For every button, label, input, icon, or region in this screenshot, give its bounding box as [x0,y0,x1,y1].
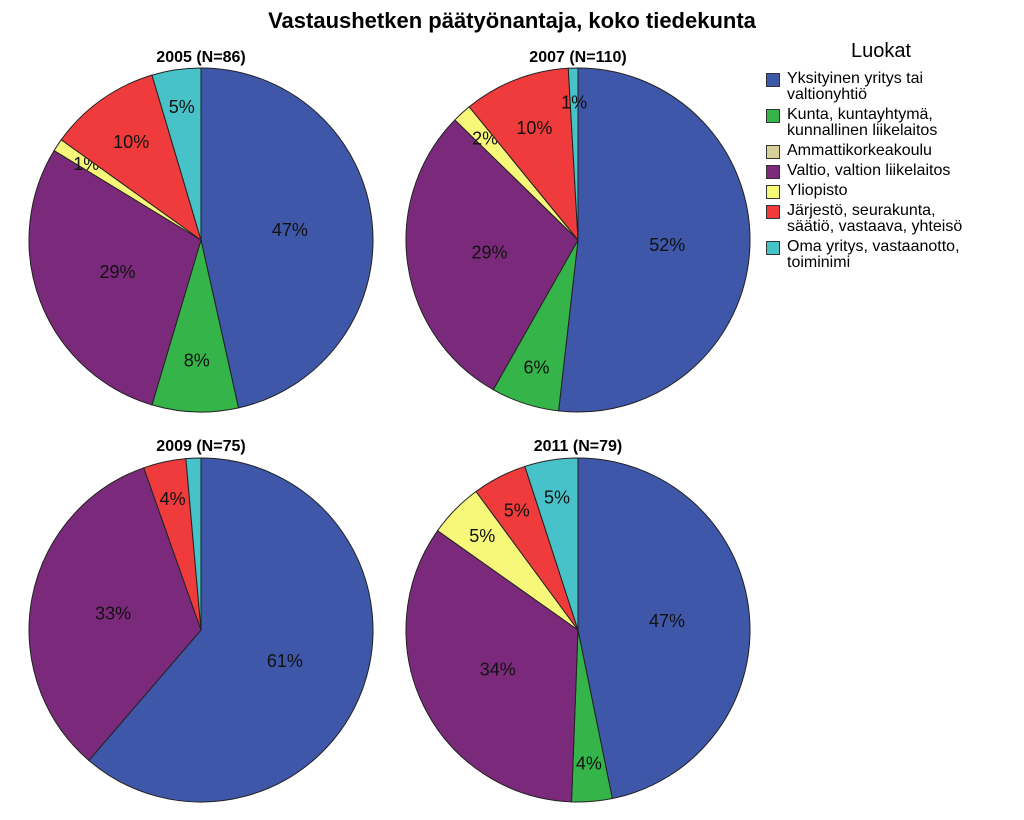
legend-swatch [766,205,780,219]
legend-item: Yksityinen yritys tai valtionyhtiö [766,71,1016,103]
pie-slice-label: 8% [184,350,210,370]
pie-title-2009: 2009 (N=75) [156,438,246,455]
pie-slice-label: 61% [267,651,303,671]
pie-slice-label: 10% [113,132,149,152]
pie-slice-label: 52% [649,235,685,255]
pie-slice [405,119,579,391]
legend-item: Valtio, valtion liikelaitos [766,163,1016,179]
pie-slice-label: 5% [169,97,195,117]
pie-slice-label: 5% [544,488,570,508]
legend-item: Ammattikorkeakoulu [766,143,1016,159]
legend-label: säätiö, vastaava, yhteisö [787,218,963,235]
legend-label: Yliopisto [787,182,848,199]
legend-label: Valtio, valtion liikelaitos [787,162,951,179]
chart-title: Vastaushetken päätyönantaja, koko tiedek… [268,8,756,33]
pie-slice [151,67,202,241]
pie-slice [567,67,579,241]
legend-swatch [766,73,780,87]
pie-slice [577,457,751,800]
pie-title-2007: 2007 (N=110) [529,49,627,66]
pie-slice [60,74,202,242]
pie-title-2011: 2011 (N=79) [533,438,623,455]
pie-slice [88,457,374,803]
legend-title: Luokat [850,40,912,62]
legend-swatch [766,109,780,123]
pie-2011: 47% 4% 34% 5% 5% 5% [405,457,751,803]
legend-swatch [766,185,780,199]
pie-slice [468,67,579,242]
pie-title-2005: 2005 (N=86) [156,49,246,66]
legend-label: Oma yritys, vastaanotto, [787,238,960,255]
legend-item: Oma yritys, vastaanotto, toiminimi [766,239,1016,271]
pie-slice-label: 4% [160,489,186,509]
legend-label: Järjestö, seurakunta, [787,202,936,219]
legend-label: kunnallinen liikelaitos [787,122,938,139]
pie-slice [405,529,579,803]
legend-items: Yksityinen yritys tai valtionyhtiö Kunta, … [766,71,1016,271]
pie-slice-label: 47% [272,220,308,240]
pie-slice-label: 34% [480,660,516,680]
pie-slice-label: 4% [576,754,602,774]
pie-2009: 61% 33% 4% [28,457,374,803]
pie-slice-label: 47% [649,611,685,631]
pie-slice [524,457,579,631]
legend-swatch [766,145,780,159]
pie-slice [185,457,202,631]
legend-label: valtionyhtiö [787,86,868,103]
pie-slice-label: 10% [516,118,552,138]
legend-label: Yksityinen yritys tai [787,70,924,87]
legend-item: Järjestö, seurakunta, säätiö, vastaava, y… [766,203,1016,235]
legend: Luokat Yksityinen yritys tai valtionyhtiö… [766,40,1016,275]
pie-slice [200,67,374,409]
legend-label: toiminimi [787,254,851,271]
pie-slice-label: 29% [471,243,507,263]
pie-slice [151,238,240,413]
pie-slice [558,67,751,413]
pie-slice-label: 6% [523,358,549,378]
legend-swatch [766,241,780,255]
pie-slice-label: 5% [469,526,495,546]
pie-slice-label: 1% [561,93,587,113]
legend-swatch [766,165,780,179]
pie-slice-label: 5% [504,501,530,521]
pie-slice [28,467,202,762]
legend-item: Yliopisto [766,183,1016,199]
legend-item: Kunta, kuntayhtymä, kunnallinen liikelait… [766,107,1016,139]
pie-slice-label: 29% [99,262,135,282]
legend-label: Kunta, kuntayhtymä, [787,106,933,123]
pie-2005: 47%8%29%1%10%5% [28,67,374,413]
pie-slice-label: 33% [95,604,131,624]
pie-2007: 52%6%29%2%10%1% [405,67,751,413]
legend-label: Ammattikorkeakoulu [787,142,932,159]
